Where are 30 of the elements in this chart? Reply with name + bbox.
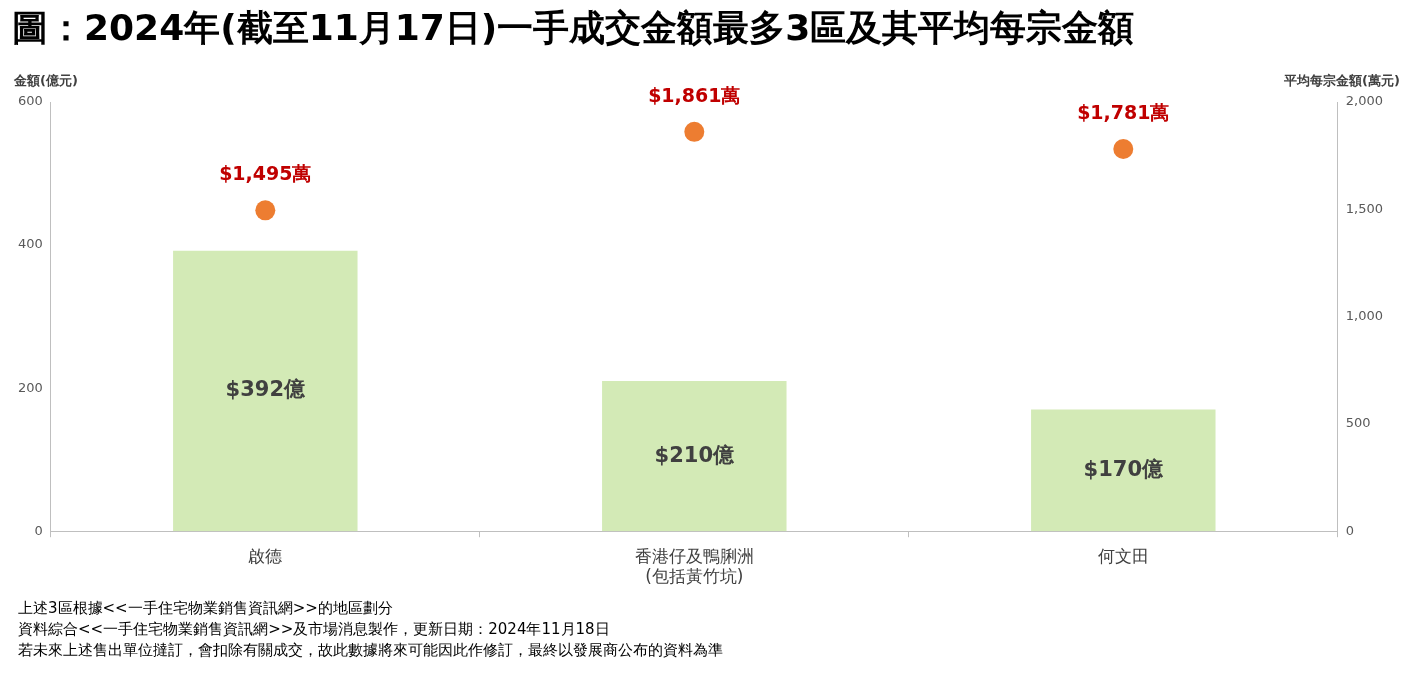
data-label: $1,495萬: [219, 162, 312, 185]
point: [684, 121, 705, 142]
x-tick-label: 啟德: [248, 545, 283, 566]
point: [255, 200, 276, 221]
text: 資料綜合<<一手住宅物業銷售資訊網>>及市場消息製作，更新日期：2024年11月18日: [18, 619, 611, 640]
x-tick-label: 香港仔及鴨脷洲 (包括黃竹坑): [634, 545, 754, 587]
data-label: $210億: [654, 442, 736, 467]
bar: [602, 380, 787, 532]
data-label: $170億: [1083, 456, 1165, 481]
y2-axis-title: 平均每宗金額(萬元): [1283, 72, 1400, 88]
y-tick-label: 0: [34, 522, 43, 538]
x-tick-label: 何文田: [1097, 545, 1149, 566]
text: 若未來上述售出單位撻訂，會扣除有關成交，故此數據將來可能因此作修訂，最終以發展商公布的資料為準: [18, 640, 724, 661]
y-tick-label: 200: [17, 379, 43, 395]
data-label: $1,861萬: [648, 83, 741, 106]
y2-tick-label: 500: [1345, 415, 1371, 431]
y-tick-label: 600: [17, 93, 43, 109]
chart-title: 圖：2024年(截至11月17日)一手成交金額最多3區及其平均每宗金額: [12, 6, 1136, 50]
y-tick-label: 400: [17, 236, 43, 252]
data-label: $392億: [225, 377, 307, 402]
y2-tick-label: 2,000: [1345, 93, 1383, 109]
y2-tick-label: 1,500: [1345, 200, 1383, 216]
point: [1113, 139, 1134, 159]
y2-tick-label: 0: [1345, 522, 1355, 538]
y-axis-title: 金額(億元): [13, 72, 78, 88]
bar: [173, 250, 358, 532]
bar: [1031, 409, 1216, 532]
data-label: $1,781萬: [1077, 100, 1170, 123]
text: 上述3區根據<<一手住宅物業銷售資訊網>>的地區劃分: [18, 598, 394, 619]
y2-tick-label: 1,000: [1345, 307, 1383, 323]
